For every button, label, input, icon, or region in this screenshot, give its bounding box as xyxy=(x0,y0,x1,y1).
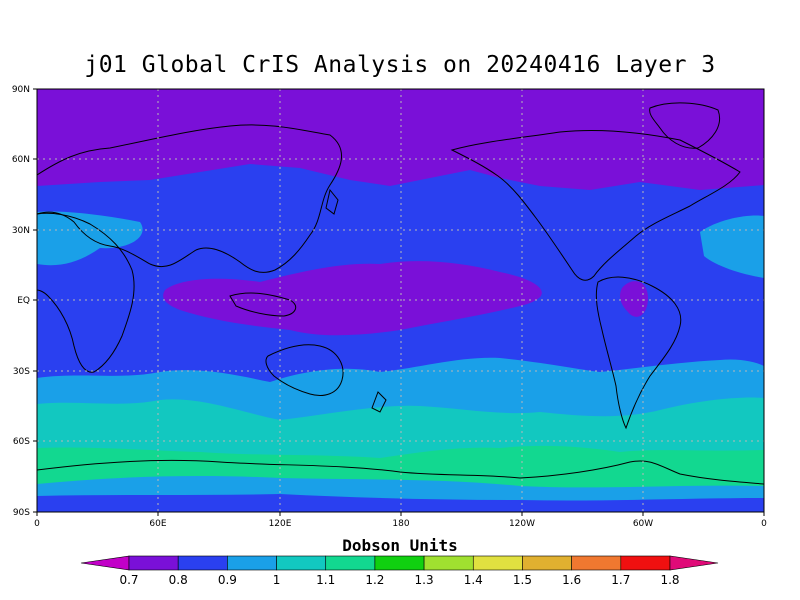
x-tick-label: 60W xyxy=(633,519,653,529)
x-tick-label: 0 xyxy=(761,519,767,529)
y-tick-label: 60S xyxy=(13,437,30,447)
coast-africa xyxy=(37,212,135,373)
x-tick-label: 60E xyxy=(149,519,166,529)
y-axis-labels: 90N 60N 30N EQ 30S 60S 90S xyxy=(12,85,30,518)
x-tick-label: 0 xyxy=(34,519,40,529)
coast-north-america xyxy=(450,129,741,281)
field-atlantic-lightblue xyxy=(700,215,764,278)
field-north-polar xyxy=(37,89,764,190)
y-tick-label: 90S xyxy=(13,508,30,518)
y-tick-label: 30N xyxy=(12,226,30,236)
field-south-america-low xyxy=(620,281,648,317)
tick-marks xyxy=(33,88,765,516)
coast-eurasia xyxy=(37,124,343,273)
coast-indonesia xyxy=(229,292,297,317)
y-tick-label: 60N xyxy=(12,155,30,165)
coast-antarctica xyxy=(37,459,764,485)
x-tick-label: 180 xyxy=(392,519,409,529)
coast-greenland xyxy=(649,102,720,149)
y-tick-label: 30S xyxy=(13,367,30,377)
field-tropical-low xyxy=(163,261,542,336)
x-tick-label: 120W xyxy=(509,519,535,529)
x-axis-labels: 0 60E 120E 180 120W 60W 0 xyxy=(34,519,767,529)
x-tick-label: 120E xyxy=(269,519,292,529)
map-title: j01 Global CrIS Analysis on 20240416 Lay… xyxy=(84,52,716,78)
coast-south-america xyxy=(595,276,682,430)
y-tick-label: 90N xyxy=(12,85,30,95)
gridlines xyxy=(37,89,764,512)
coastlines xyxy=(37,102,764,485)
coast-australia xyxy=(265,344,344,396)
coast-japan xyxy=(325,188,339,215)
colorbar-title: Dobson Units xyxy=(342,536,458,555)
y-tick-label: EQ xyxy=(17,296,30,306)
coast-newzealand xyxy=(371,391,387,413)
